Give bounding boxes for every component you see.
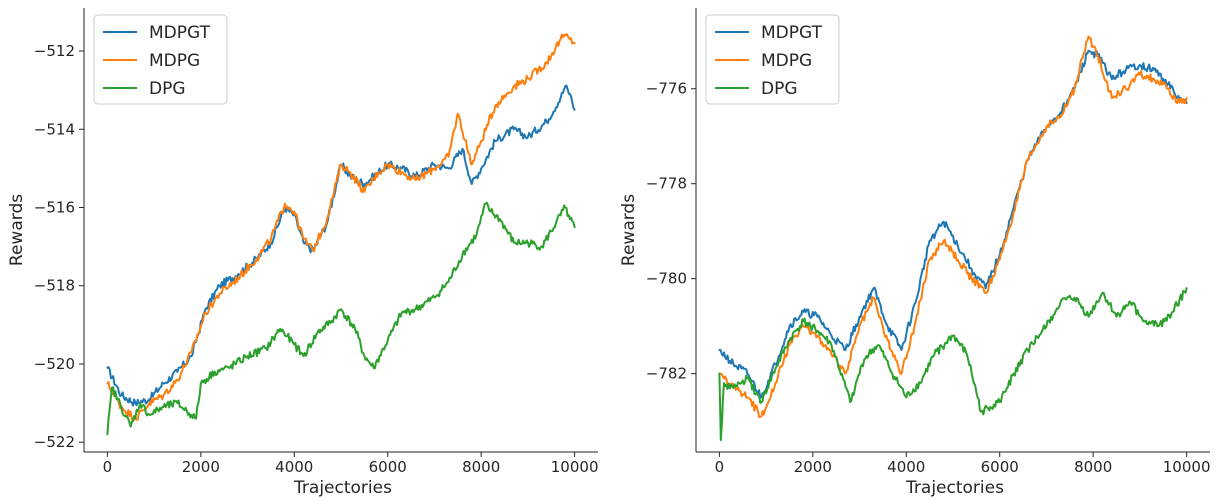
x-tick-label: 2000 [794,458,832,476]
x-tick-label: 0 [715,458,725,476]
y-tick-label: −512 [34,42,75,60]
legend: MDPGT MDPG DPG [705,14,840,105]
x-tick-label: 10000 [1163,458,1211,476]
legend-box [705,14,840,105]
x-axis-title: Trajectories [293,478,392,498]
series-line-dpg [106,201,576,436]
legend: MDPGT MDPG DPG [93,14,228,105]
right-panel: 0 2000 4000 6000 8000 10000 −782 −780 −778 −776 Tr… [619,8,1210,498]
legend-label-mdpgt: MDPGT [149,23,211,43]
y-tick-label: −520 [34,355,75,373]
legend-label-dpg: DPG [761,79,798,99]
x-tick-label: 4000 [887,458,925,476]
y-axis-title: Rewards [7,194,27,266]
left-panel: 0 2000 4000 6000 8000 10000 −522 −520 −518 −516 −5… [7,8,598,498]
y-tick-label: −778 [646,175,687,193]
y-axis-title: Rewards [619,194,639,266]
y-tick-label: −782 [646,365,687,383]
legend-label-mdpg: MDPG [761,51,812,71]
y-tick-label: −522 [34,433,75,451]
y-tick-label: −516 [34,199,75,217]
series-line-mdpgt [718,49,1188,399]
x-axis-title: Trajectories [905,478,1004,498]
x-tick-label: 2000 [182,458,220,476]
series-line-dpg [718,287,1188,442]
x-tick-label: 6000 [369,458,407,476]
x-tick-label: 6000 [981,458,1019,476]
y-tick-label: −776 [646,80,687,98]
legend-label-dpg: DPG [149,79,186,99]
x-tick-label: 4000 [275,458,313,476]
series-line-mdpg [718,35,1188,418]
y-tick-label: −780 [646,270,687,288]
x-tick-label: 8000 [462,458,500,476]
y-tick-label: −518 [34,277,75,295]
x-tick-label: 0 [103,458,113,476]
series-line-mdpgt [106,84,576,407]
legend-label-mdpg: MDPG [149,51,200,71]
y-tick-label: −514 [34,120,75,138]
x-tick-label: 8000 [1074,458,1112,476]
legend-label-mdpgt: MDPGT [761,23,823,43]
x-tick-label: 10000 [551,458,599,476]
legend-box [93,14,228,105]
series-line-mdpg [106,33,576,422]
